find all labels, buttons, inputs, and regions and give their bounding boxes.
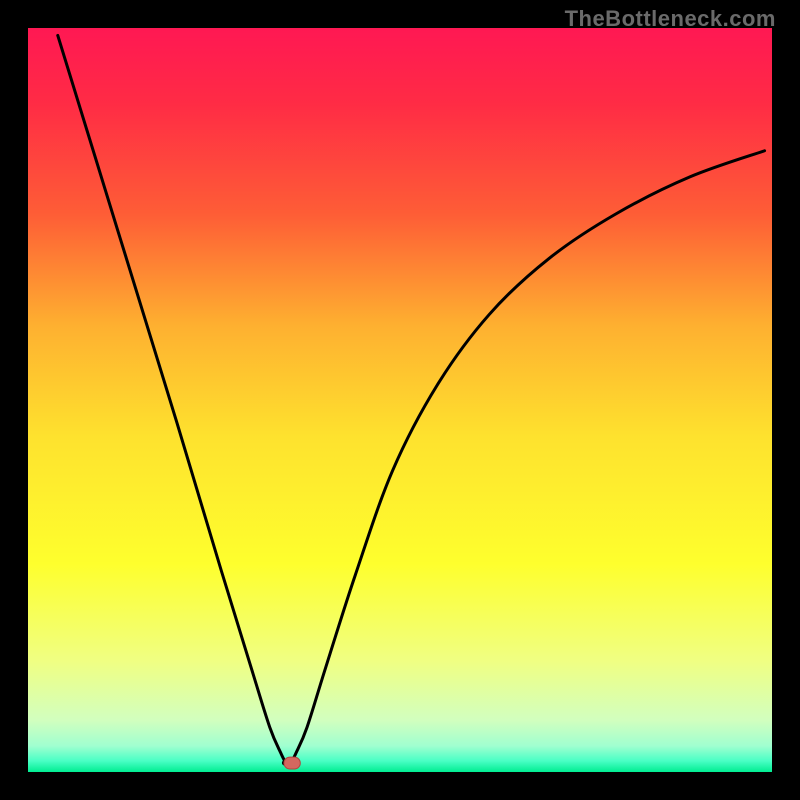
- watermark-text: TheBottleneck.com: [565, 6, 776, 32]
- chart-svg: [0, 0, 800, 800]
- plot-background: [28, 28, 772, 772]
- chart-frame: TheBottleneck.com: [0, 0, 800, 800]
- bottleneck-marker: [284, 757, 300, 769]
